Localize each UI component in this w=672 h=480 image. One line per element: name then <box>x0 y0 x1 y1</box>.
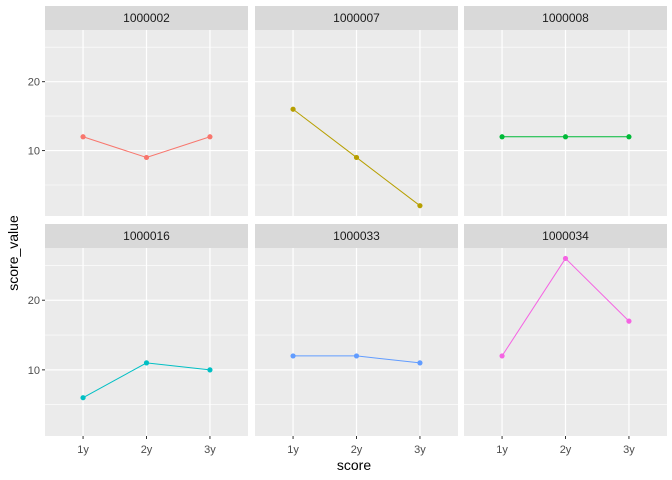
x-tick-label: 1y <box>496 444 508 456</box>
data-point <box>417 360 423 366</box>
x-axis-title: score <box>337 457 371 473</box>
data-point <box>207 134 213 140</box>
data-point <box>626 318 632 324</box>
facet-panel-1000034: 1000034 <box>464 224 667 436</box>
facet-strip-label: 1000016 <box>123 229 170 243</box>
facet-panels: 1000002 1000007 1000008 1000016 1000033 10000… <box>45 6 667 436</box>
y-axis-title: score_value <box>5 215 21 291</box>
facet-strip-label: 1000034 <box>542 229 589 243</box>
facet-strip <box>464 6 667 30</box>
x-tick-label: 1y <box>287 444 299 456</box>
facet-panel-1000008: 1000008 <box>464 6 667 216</box>
data-point <box>562 255 569 262</box>
data-point <box>80 134 86 140</box>
facet-strip-label: 1000007 <box>333 11 380 25</box>
y-axis: 10 20 10 20 <box>28 77 45 377</box>
x-tick-label: 2y <box>351 444 363 456</box>
x-tick-label: 1y <box>77 444 89 456</box>
data-point <box>353 154 360 161</box>
facet-strip <box>255 224 458 248</box>
facet-panel-1000016: 1000016 <box>45 224 248 436</box>
data-point <box>499 353 505 359</box>
facet-strip-label: 1000033 <box>333 229 380 243</box>
data-point <box>562 134 569 140</box>
data-point <box>417 203 423 209</box>
x-tick-label: 3y <box>623 444 635 456</box>
x-tick-label: 2y <box>560 444 572 456</box>
facet-panel-1000033: 1000033 <box>255 224 458 436</box>
x-tick-label: 3y <box>204 444 216 456</box>
x-tick-label: 2y <box>141 444 153 456</box>
y-tick-label: 20 <box>28 77 40 89</box>
y-tick-label: 10 <box>28 365 40 377</box>
data-point <box>80 395 86 401</box>
data-point <box>626 134 632 140</box>
facet-strip <box>464 224 667 248</box>
y-tick-label: 10 <box>28 146 40 158</box>
data-point <box>290 353 296 359</box>
facet-strip <box>45 6 248 30</box>
facet-panel-1000007: 1000007 <box>255 6 458 216</box>
data-point <box>290 106 296 112</box>
data-point <box>499 134 505 140</box>
data-point <box>143 360 150 366</box>
facet-strip <box>255 6 458 30</box>
y-tick-label: 20 <box>28 295 40 307</box>
x-axis: 1y 2y 3y 1y 2y 3y 1y 2y 3y <box>77 436 635 456</box>
data-point <box>353 353 360 359</box>
data-point <box>207 367 213 373</box>
x-tick-label: 3y <box>414 444 426 456</box>
facet-strip <box>45 224 248 248</box>
facet-strip-label: 1000008 <box>542 11 589 25</box>
data-point <box>143 154 150 161</box>
facet-panel-1000002: 1000002 <box>45 6 248 216</box>
facet-strip-label: 1000002 <box>123 11 170 25</box>
